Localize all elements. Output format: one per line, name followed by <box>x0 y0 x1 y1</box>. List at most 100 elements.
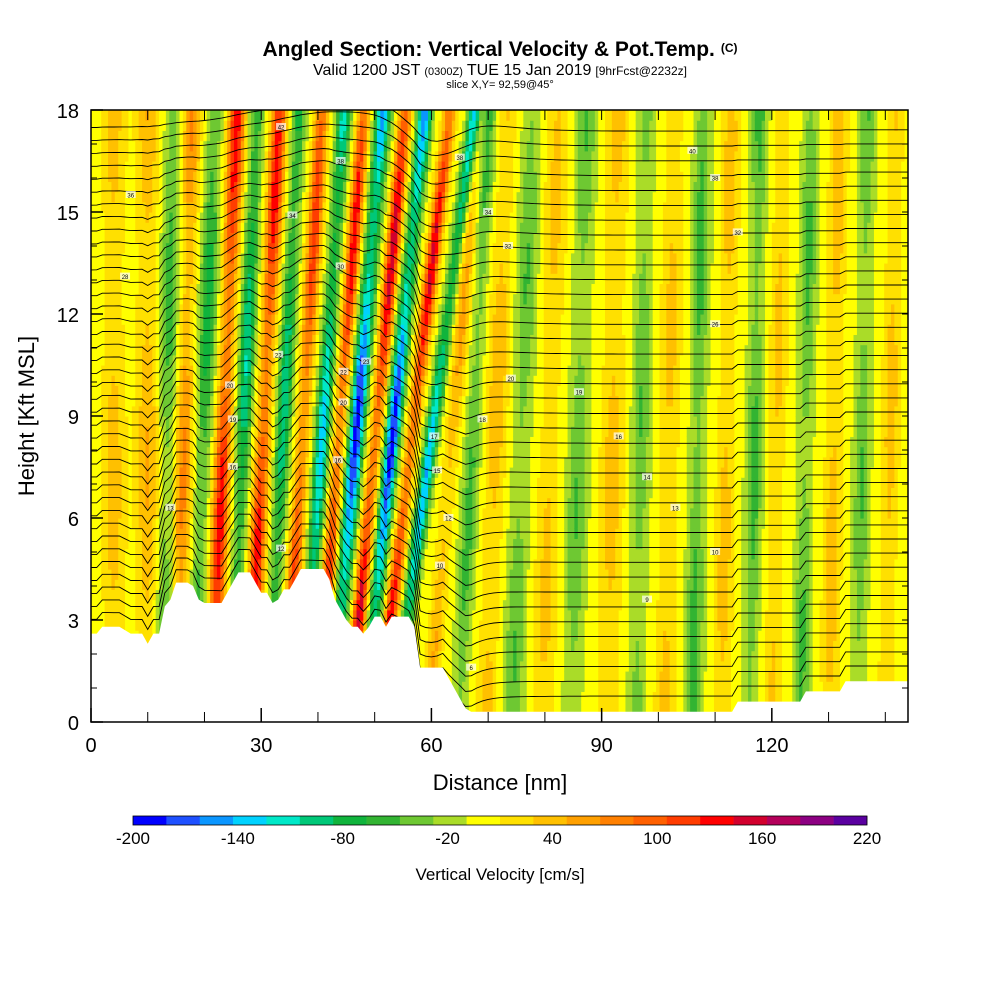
vv-cell <box>104 181 109 193</box>
vv-cell <box>332 477 337 488</box>
vv-cell <box>274 293 279 305</box>
vv-cell <box>128 599 133 611</box>
vv-cell <box>281 161 286 172</box>
vv-cell <box>179 110 184 121</box>
vv-cell <box>359 120 364 131</box>
vv-cell <box>288 426 293 437</box>
vv-cell <box>322 456 327 468</box>
vv-cell <box>233 222 238 233</box>
vv-cell <box>165 569 170 580</box>
vv-cell <box>203 212 208 223</box>
vv-cell <box>159 232 164 244</box>
vv-cell <box>131 487 136 499</box>
vv-cell <box>227 201 232 213</box>
vv-cell <box>186 263 191 274</box>
vv-cell <box>94 538 99 550</box>
vv-cell <box>363 110 368 121</box>
vv-cell <box>104 314 109 325</box>
vv-cell <box>162 212 167 223</box>
vv-cell <box>240 191 245 203</box>
vv-cell <box>329 303 334 315</box>
vv-cell <box>206 507 211 519</box>
vv-cell <box>247 344 252 356</box>
vv-cell <box>240 558 245 570</box>
vv-cell <box>261 334 266 346</box>
vv-cell <box>97 548 102 560</box>
vv-cell <box>233 385 238 397</box>
vv-cell <box>223 324 228 335</box>
vv-cell <box>305 150 310 162</box>
vv-cell <box>237 436 242 448</box>
vv-cell <box>179 518 184 529</box>
vv-cell <box>359 456 364 468</box>
vv-cell <box>196 242 201 254</box>
vv-cell <box>285 191 290 203</box>
vv-cell <box>356 150 361 162</box>
vv-cell <box>285 538 290 550</box>
vv-cell <box>332 334 337 346</box>
vv-cell <box>108 222 113 233</box>
vv-cell <box>101 344 106 356</box>
vv-cell <box>210 446 215 458</box>
vv-cell <box>104 222 109 233</box>
vv-cell <box>278 589 283 601</box>
vv-cell <box>329 130 334 142</box>
vv-cell <box>247 405 252 417</box>
vv-cell <box>159 416 164 427</box>
vv-cell <box>131 467 136 478</box>
vv-cell <box>359 589 364 601</box>
vv-cell <box>148 110 153 121</box>
vv-cell <box>108 201 113 213</box>
vv-cell <box>94 314 99 325</box>
vv-cell <box>152 344 157 356</box>
vv-cell <box>261 456 266 468</box>
vv-cell <box>148 558 153 570</box>
vv-cell <box>227 273 232 284</box>
vv-cell <box>230 426 235 437</box>
vv-cell <box>346 303 351 315</box>
vv-cell <box>322 467 327 478</box>
vv-cell <box>312 375 317 386</box>
vv-cell <box>349 324 354 335</box>
vv-cell <box>336 365 341 376</box>
vv-cell <box>128 222 133 233</box>
vv-cell <box>182 416 187 427</box>
vv-cell <box>336 477 341 488</box>
vv-cell <box>291 385 296 397</box>
vv-cell <box>148 630 153 641</box>
vv-cell <box>203 273 208 284</box>
vv-cell <box>101 273 106 284</box>
vv-cell <box>281 273 286 284</box>
vv-cell <box>94 181 99 193</box>
vv-cell <box>125 150 130 162</box>
vv-cell <box>91 303 95 315</box>
vv-cell <box>179 324 184 335</box>
vv-cell <box>353 354 358 366</box>
vv-cell <box>186 416 191 427</box>
vv-cell <box>203 150 208 162</box>
vv-cell <box>264 569 269 580</box>
vv-cell <box>281 456 286 468</box>
vv-cell <box>94 405 99 417</box>
vv-cell <box>155 609 160 621</box>
vv-cell <box>206 548 211 560</box>
vv-cell <box>128 375 133 386</box>
vv-cell <box>261 181 266 193</box>
vv-cell <box>155 171 160 182</box>
vv-cell <box>193 375 198 386</box>
vv-cell <box>322 283 327 295</box>
vv-cell <box>302 293 307 305</box>
vv-cell <box>268 416 273 427</box>
vv-cell <box>240 354 245 366</box>
vv-cell <box>244 365 249 376</box>
vv-cell <box>298 558 303 570</box>
vv-cell <box>363 569 368 580</box>
vv-cell <box>162 507 167 519</box>
vv-cell <box>94 609 99 621</box>
vv-cell <box>169 212 174 223</box>
vv-cell <box>308 222 313 233</box>
vv-cell <box>118 140 123 152</box>
vv-cell <box>97 375 102 386</box>
vv-cell <box>247 242 252 254</box>
vv-cell <box>322 201 327 213</box>
